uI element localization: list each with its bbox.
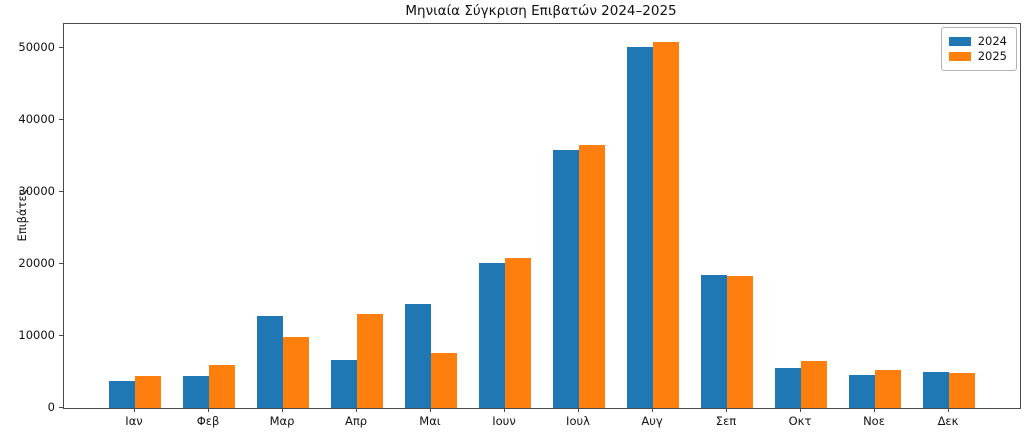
y-tick-mark <box>59 119 63 121</box>
bar-2025-Σεπ <box>727 275 753 408</box>
bar-2024-Μαι <box>405 303 431 408</box>
y-tick-label: 30000 <box>18 183 55 198</box>
bar-2024-Σεπ <box>701 275 727 408</box>
plot-area: 2024 2025 <box>63 23 1021 409</box>
bar-2024-Φεβ <box>183 376 209 408</box>
x-tick-mark <box>430 408 431 412</box>
legend-entry: 2025 <box>948 49 1007 63</box>
legend-swatch-2025 <box>948 52 971 61</box>
legend-swatch-2024 <box>948 37 971 46</box>
y-tick-label: 50000 <box>18 40 55 55</box>
legend-label: 2024 <box>977 34 1007 48</box>
y-tick-label: 0 <box>47 399 55 414</box>
y-tick-mark <box>59 190 63 192</box>
x-tick-label: Ιουν <box>492 414 516 428</box>
bar-2025-Νοε <box>875 369 901 408</box>
bar-2024-Οκτ <box>775 367 801 408</box>
y-tick-label: 20000 <box>18 255 55 270</box>
bar-2025-Ιουλ <box>579 145 605 408</box>
x-tick-mark <box>578 408 579 412</box>
y-tick-mark <box>59 406 63 408</box>
x-tick-label: Μαρ <box>269 414 295 428</box>
x-tick-mark <box>726 408 727 412</box>
bar-2024-Ιουλ <box>553 150 579 408</box>
x-tick-mark <box>948 408 949 412</box>
x-tick-label: Ιουλ <box>566 414 590 428</box>
x-tick-mark <box>800 408 801 412</box>
x-tick-label: Ιαν <box>125 414 143 428</box>
x-tick-mark <box>504 408 505 412</box>
x-tick-label: Οκτ <box>788 414 812 428</box>
x-tick-label: Δεκ <box>937 414 959 428</box>
chart-title: Μηνιαία Σύγκριση Επιβατών 2024–2025 <box>405 3 677 19</box>
bar-2025-Ιαν <box>135 375 161 408</box>
bar-2025-Αυγ <box>653 42 679 408</box>
x-tick-label: Αυγ <box>641 414 663 428</box>
bar-2025-Ιουν <box>505 257 531 408</box>
bar-2024-Μαρ <box>257 316 283 408</box>
legend: 2024 2025 <box>940 27 1017 71</box>
bar-2025-Μαρ <box>283 336 309 408</box>
bar-2025-Απρ <box>357 313 383 408</box>
x-tick-label: Νοε <box>863 414 885 428</box>
x-tick-label: Φεβ <box>196 414 220 428</box>
x-tick-mark <box>874 408 875 412</box>
bar-2025-Οκτ <box>801 360 827 408</box>
bar-2024-Δεκ <box>923 372 949 408</box>
y-tick-label: 10000 <box>18 327 55 342</box>
y-tick-mark <box>59 262 63 264</box>
x-tick-mark <box>134 408 135 412</box>
x-tick-label: Μαι <box>419 414 441 428</box>
x-tick-mark <box>208 408 209 412</box>
x-tick-mark <box>652 408 653 412</box>
x-tick-mark <box>282 408 283 412</box>
bar-2025-Δεκ <box>949 372 975 408</box>
bar-2024-Ιουν <box>479 262 505 408</box>
legend-label: 2025 <box>977 49 1007 63</box>
x-tick-label: Απρ <box>344 414 368 428</box>
x-tick-mark <box>356 408 357 412</box>
legend-entry: 2024 <box>948 34 1007 48</box>
bar-2025-Φεβ <box>209 364 235 408</box>
bar-2025-Μαι <box>431 353 457 408</box>
bar-2024-Απρ <box>331 359 357 408</box>
bar-2024-Νοε <box>849 375 875 408</box>
y-tick-mark <box>59 334 63 336</box>
y-tick-mark <box>59 47 63 49</box>
bar-2024-Ιαν <box>109 380 135 408</box>
bar-2024-Αυγ <box>627 47 653 408</box>
y-tick-label: 40000 <box>18 112 55 127</box>
x-tick-label: Σεπ <box>715 414 737 428</box>
